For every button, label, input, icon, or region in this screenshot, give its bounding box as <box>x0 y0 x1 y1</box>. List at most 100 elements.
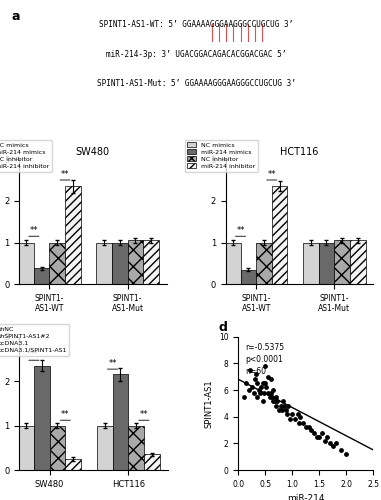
Bar <box>303 242 319 284</box>
Bar <box>18 242 34 284</box>
Bar <box>240 270 256 284</box>
Bar <box>112 374 128 470</box>
Legend: NC mimics, miR-214 mimics, NC inhibitor, miR-214 inhibitor: NC mimics, miR-214 mimics, NC inhibitor,… <box>184 140 258 172</box>
Text: SPINT1-AS1-WT: 5’ GGAAAAGGGAAGGGCCUGCUG 3’: SPINT1-AS1-WT: 5’ GGAAAAGGGAAGGGCCUGCUG … <box>99 20 293 28</box>
Text: **: ** <box>267 170 276 179</box>
Point <box>258 384 264 392</box>
Point <box>257 388 263 396</box>
Point <box>289 410 295 418</box>
Bar <box>96 242 112 284</box>
Point <box>283 406 289 414</box>
Point <box>319 428 325 436</box>
Point <box>330 442 336 450</box>
Point <box>303 424 309 432</box>
Point <box>284 410 290 418</box>
Text: **: ** <box>236 226 245 235</box>
Point <box>250 388 256 396</box>
Bar <box>144 454 160 470</box>
Point <box>247 366 253 374</box>
Point <box>281 402 287 410</box>
Bar <box>319 242 334 284</box>
Point <box>243 380 250 388</box>
Text: **: ** <box>140 410 148 420</box>
Point <box>253 370 259 378</box>
Point <box>322 436 328 444</box>
Bar <box>18 426 34 470</box>
Point <box>272 396 278 404</box>
Text: a: a <box>12 10 21 24</box>
Text: miR-214-3p: 3’ UGACGGACAGACACGGACGAC 5’: miR-214-3p: 3’ UGACGGACAGACACGGACGAC 5’ <box>106 50 287 59</box>
Point <box>254 380 260 388</box>
Point <box>269 392 275 400</box>
Point <box>298 412 304 420</box>
Y-axis label: SPINT1-AS1: SPINT1-AS1 <box>205 379 213 428</box>
Point <box>246 386 252 394</box>
Bar <box>34 268 50 284</box>
Point <box>333 440 339 448</box>
Point <box>251 376 258 384</box>
Point <box>265 372 271 380</box>
Bar <box>256 242 272 284</box>
Point <box>306 424 312 432</box>
Point <box>271 396 277 404</box>
Text: r=-0.5375
p<0.0001
n=60: r=-0.5375 p<0.0001 n=60 <box>245 344 284 376</box>
Text: **: ** <box>30 350 38 360</box>
Text: d: d <box>218 320 227 334</box>
Point <box>268 376 274 384</box>
Point <box>338 446 344 454</box>
Text: **: ** <box>30 226 38 235</box>
Point <box>261 388 267 396</box>
Point <box>241 392 247 400</box>
Point <box>273 392 279 400</box>
Point <box>265 388 271 396</box>
Point <box>276 406 282 414</box>
Point <box>273 402 279 410</box>
Bar <box>272 186 287 284</box>
Point <box>287 416 293 424</box>
X-axis label: miR-214: miR-214 <box>287 494 325 500</box>
Text: **: ** <box>61 170 69 179</box>
Bar <box>128 240 143 284</box>
Point <box>277 402 283 410</box>
Legend: shNC, shSPINT1-AS1#2, pcDNA3.1, pcDNA3.1/SPINT1-AS1: shNC, shSPINT1-AS1#2, pcDNA3.1, pcDNA3.1… <box>0 324 69 356</box>
Bar <box>128 426 144 470</box>
Point <box>285 402 291 410</box>
Bar <box>65 186 81 284</box>
Point <box>249 384 255 392</box>
Point <box>325 432 331 440</box>
Point <box>263 380 269 388</box>
Bar <box>143 240 159 284</box>
Point <box>263 362 269 370</box>
Title: SW480: SW480 <box>76 147 110 157</box>
Point <box>268 388 274 396</box>
Point <box>263 384 269 392</box>
Point <box>314 432 320 440</box>
Point <box>254 392 260 400</box>
Point <box>280 396 286 404</box>
Point <box>300 420 306 428</box>
Point <box>311 428 317 436</box>
Bar <box>350 240 365 284</box>
Point <box>308 426 314 434</box>
Bar <box>50 242 65 284</box>
Text: SPINT1-AS1-Mut: 5’ GGAAAAGGGAAGGGCCUGCUG 3’: SPINT1-AS1-Mut: 5’ GGAAAAGGGAAGGGCCUGCUG… <box>97 79 296 88</box>
Bar <box>97 426 112 470</box>
Bar <box>334 240 350 284</box>
Bar <box>225 242 240 284</box>
Title: HCT116: HCT116 <box>280 147 319 157</box>
Point <box>292 416 298 424</box>
Bar <box>50 426 65 470</box>
Point <box>256 386 262 394</box>
Point <box>296 420 302 428</box>
Point <box>259 396 266 404</box>
Text: **: ** <box>61 410 70 420</box>
Text: **: ** <box>108 359 117 368</box>
Point <box>271 386 277 394</box>
Point <box>267 392 273 400</box>
Point <box>343 450 349 458</box>
Bar <box>65 459 81 470</box>
Point <box>295 410 301 418</box>
Legend: NC mimics, miR-214 mimics, NC inhibitor, miR-214 inhibitor: NC mimics, miR-214 mimics, NC inhibitor,… <box>0 140 51 172</box>
Bar <box>34 366 50 470</box>
Bar <box>112 242 128 284</box>
